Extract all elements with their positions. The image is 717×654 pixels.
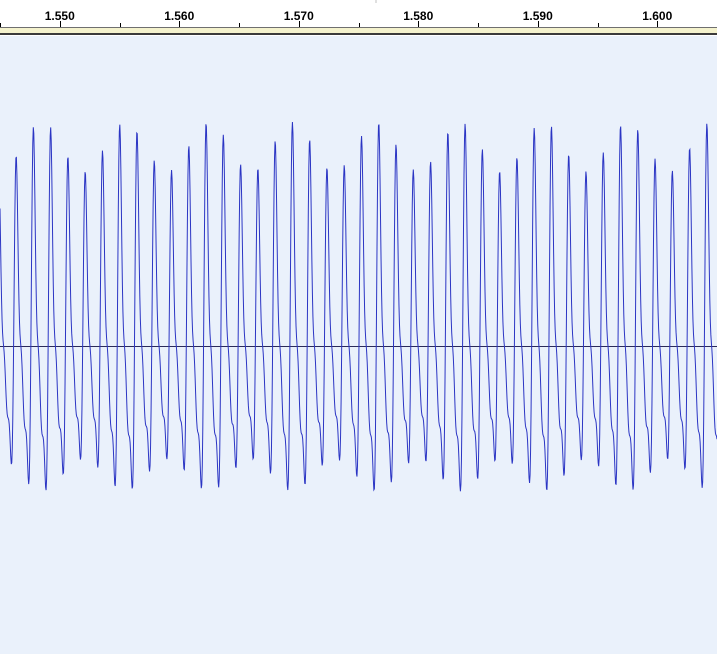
ruler-ticks xyxy=(0,0,658,27)
audio-track[interactable] xyxy=(0,36,717,654)
ruler-tick-label: 1.600 xyxy=(642,9,673,23)
selection-bar[interactable] xyxy=(0,27,717,35)
waveform xyxy=(0,121,717,492)
ruler-tick-label: 1.580 xyxy=(403,9,434,23)
ruler-tick-label: 1.570 xyxy=(283,9,314,23)
timeline-ruler[interactable]: 1.550 1.560 1.570 1.580 1.590 1.600 xyxy=(0,0,717,27)
ruler-tick-label: 1.590 xyxy=(522,9,553,23)
ruler-tick-label: 1.550 xyxy=(44,9,75,23)
waveform-line xyxy=(0,121,717,492)
ruler-tick-label: 1.560 xyxy=(164,9,195,23)
